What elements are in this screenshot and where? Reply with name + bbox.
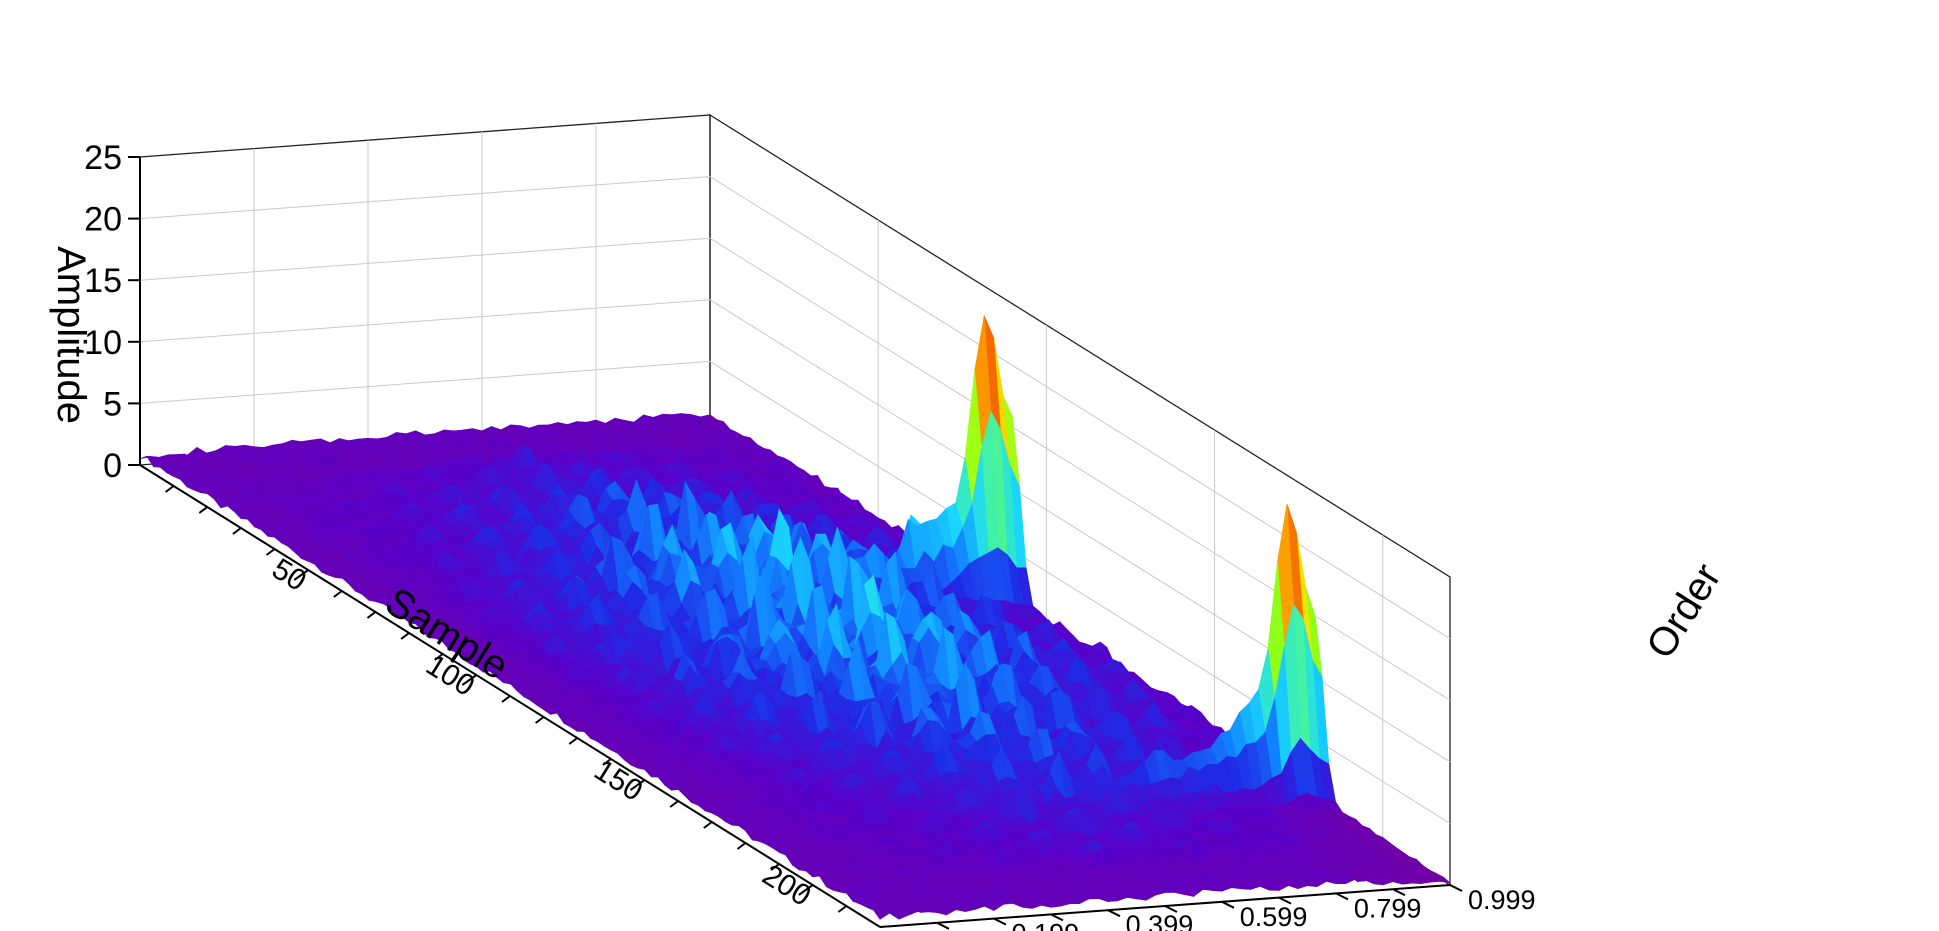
z-gridline <box>139 299 1451 763</box>
z-gridline <box>139 237 1451 701</box>
z-gridline <box>139 176 1451 640</box>
surface <box>139 315 1451 920</box>
z-gridline <box>139 360 1451 824</box>
back-left-wall <box>139 114 711 466</box>
